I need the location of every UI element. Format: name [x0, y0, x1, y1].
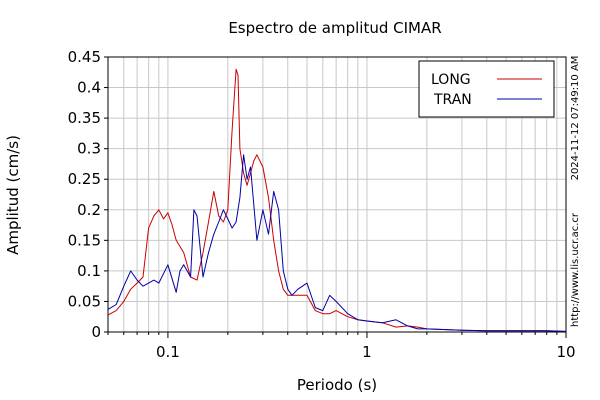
y-tick-label: 0.3	[77, 140, 101, 158]
series-layer	[107, 68, 567, 332]
series-line-tran	[107, 154, 567, 332]
y-tick-label: 0.2	[77, 201, 101, 219]
source-url-label: http://www.lis.ucr.ac.cr	[570, 212, 581, 327]
x-tick-label: 10	[556, 343, 575, 361]
plot-frame	[107, 56, 567, 333]
series-line-long	[107, 68, 567, 332]
y-tick-label: 0.45	[68, 48, 101, 66]
y-tick-label: 0.35	[68, 109, 101, 127]
legend-box	[418, 60, 555, 118]
y-axis-label: Amplitud (cm/s)	[4, 135, 22, 255]
x-tick-label: 1	[362, 343, 372, 361]
y-tick-label: 0.05	[68, 292, 101, 310]
x-tick-label: 0.1	[156, 343, 180, 361]
y-tick-label: 0.4	[77, 79, 101, 97]
legend-label-tran: TRAN	[433, 92, 472, 108]
chart-title: Espectro de amplitud CIMAR	[228, 19, 441, 37]
grid-lines	[107, 56, 567, 333]
y-axis: 0 0.05 0.1 0.15 0.2 0.25 0.3 0.35 0.4 0.45	[68, 48, 108, 341]
x-axis-label: Periodo (s)	[297, 376, 377, 394]
legend-label-long: LONG	[431, 72, 471, 88]
legend: LONG TRAN	[418, 60, 555, 118]
y-tick-label: 0.1	[77, 262, 101, 280]
x-axis: 0.1 1 10	[107, 332, 576, 361]
y-tick-label: 0.25	[68, 170, 101, 188]
timestamp-label: 2024-11-12 07:49:10 AM	[570, 56, 581, 181]
y-tick-label: 0	[91, 323, 101, 341]
y-tick-label: 0.15	[68, 231, 101, 249]
